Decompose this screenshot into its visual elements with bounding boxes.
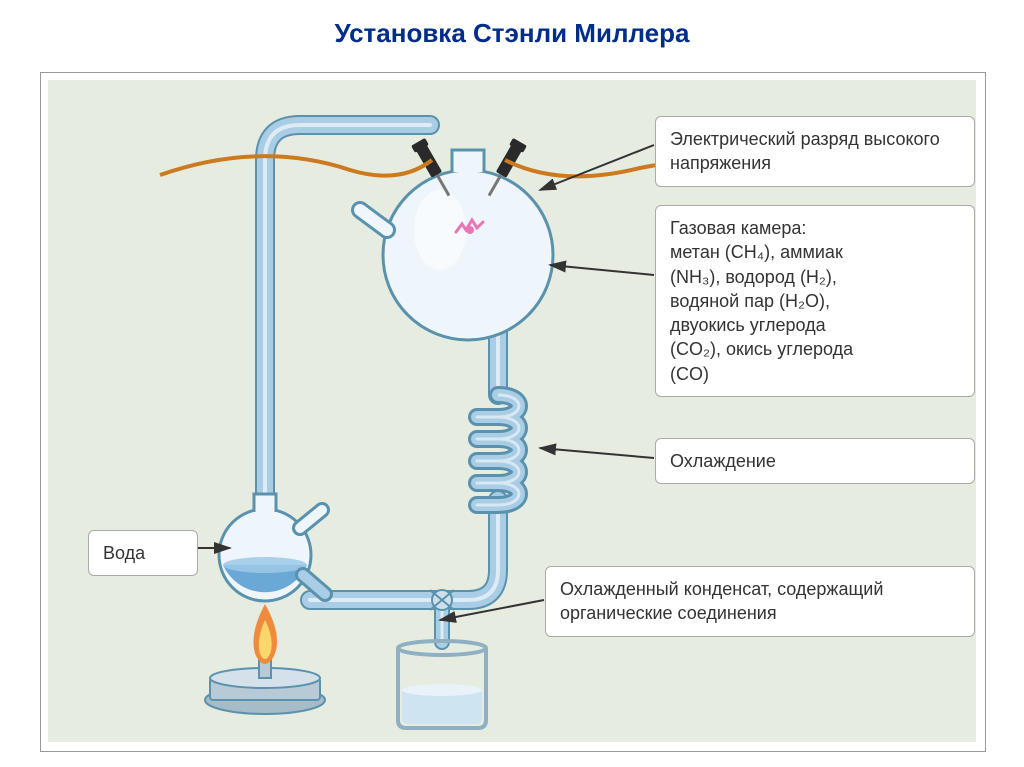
label-condensate: Охлажденный конденсат, содержащий органи… — [545, 566, 975, 637]
label-cooling: Охлаждение — [655, 438, 975, 484]
label-discharge: Электрический разряд высокого напряжения — [655, 116, 975, 187]
label-water: Вода — [88, 530, 198, 576]
label-gas-chamber: Газовая камера:метан (CH₄), аммиак(NH₃),… — [655, 205, 975, 397]
